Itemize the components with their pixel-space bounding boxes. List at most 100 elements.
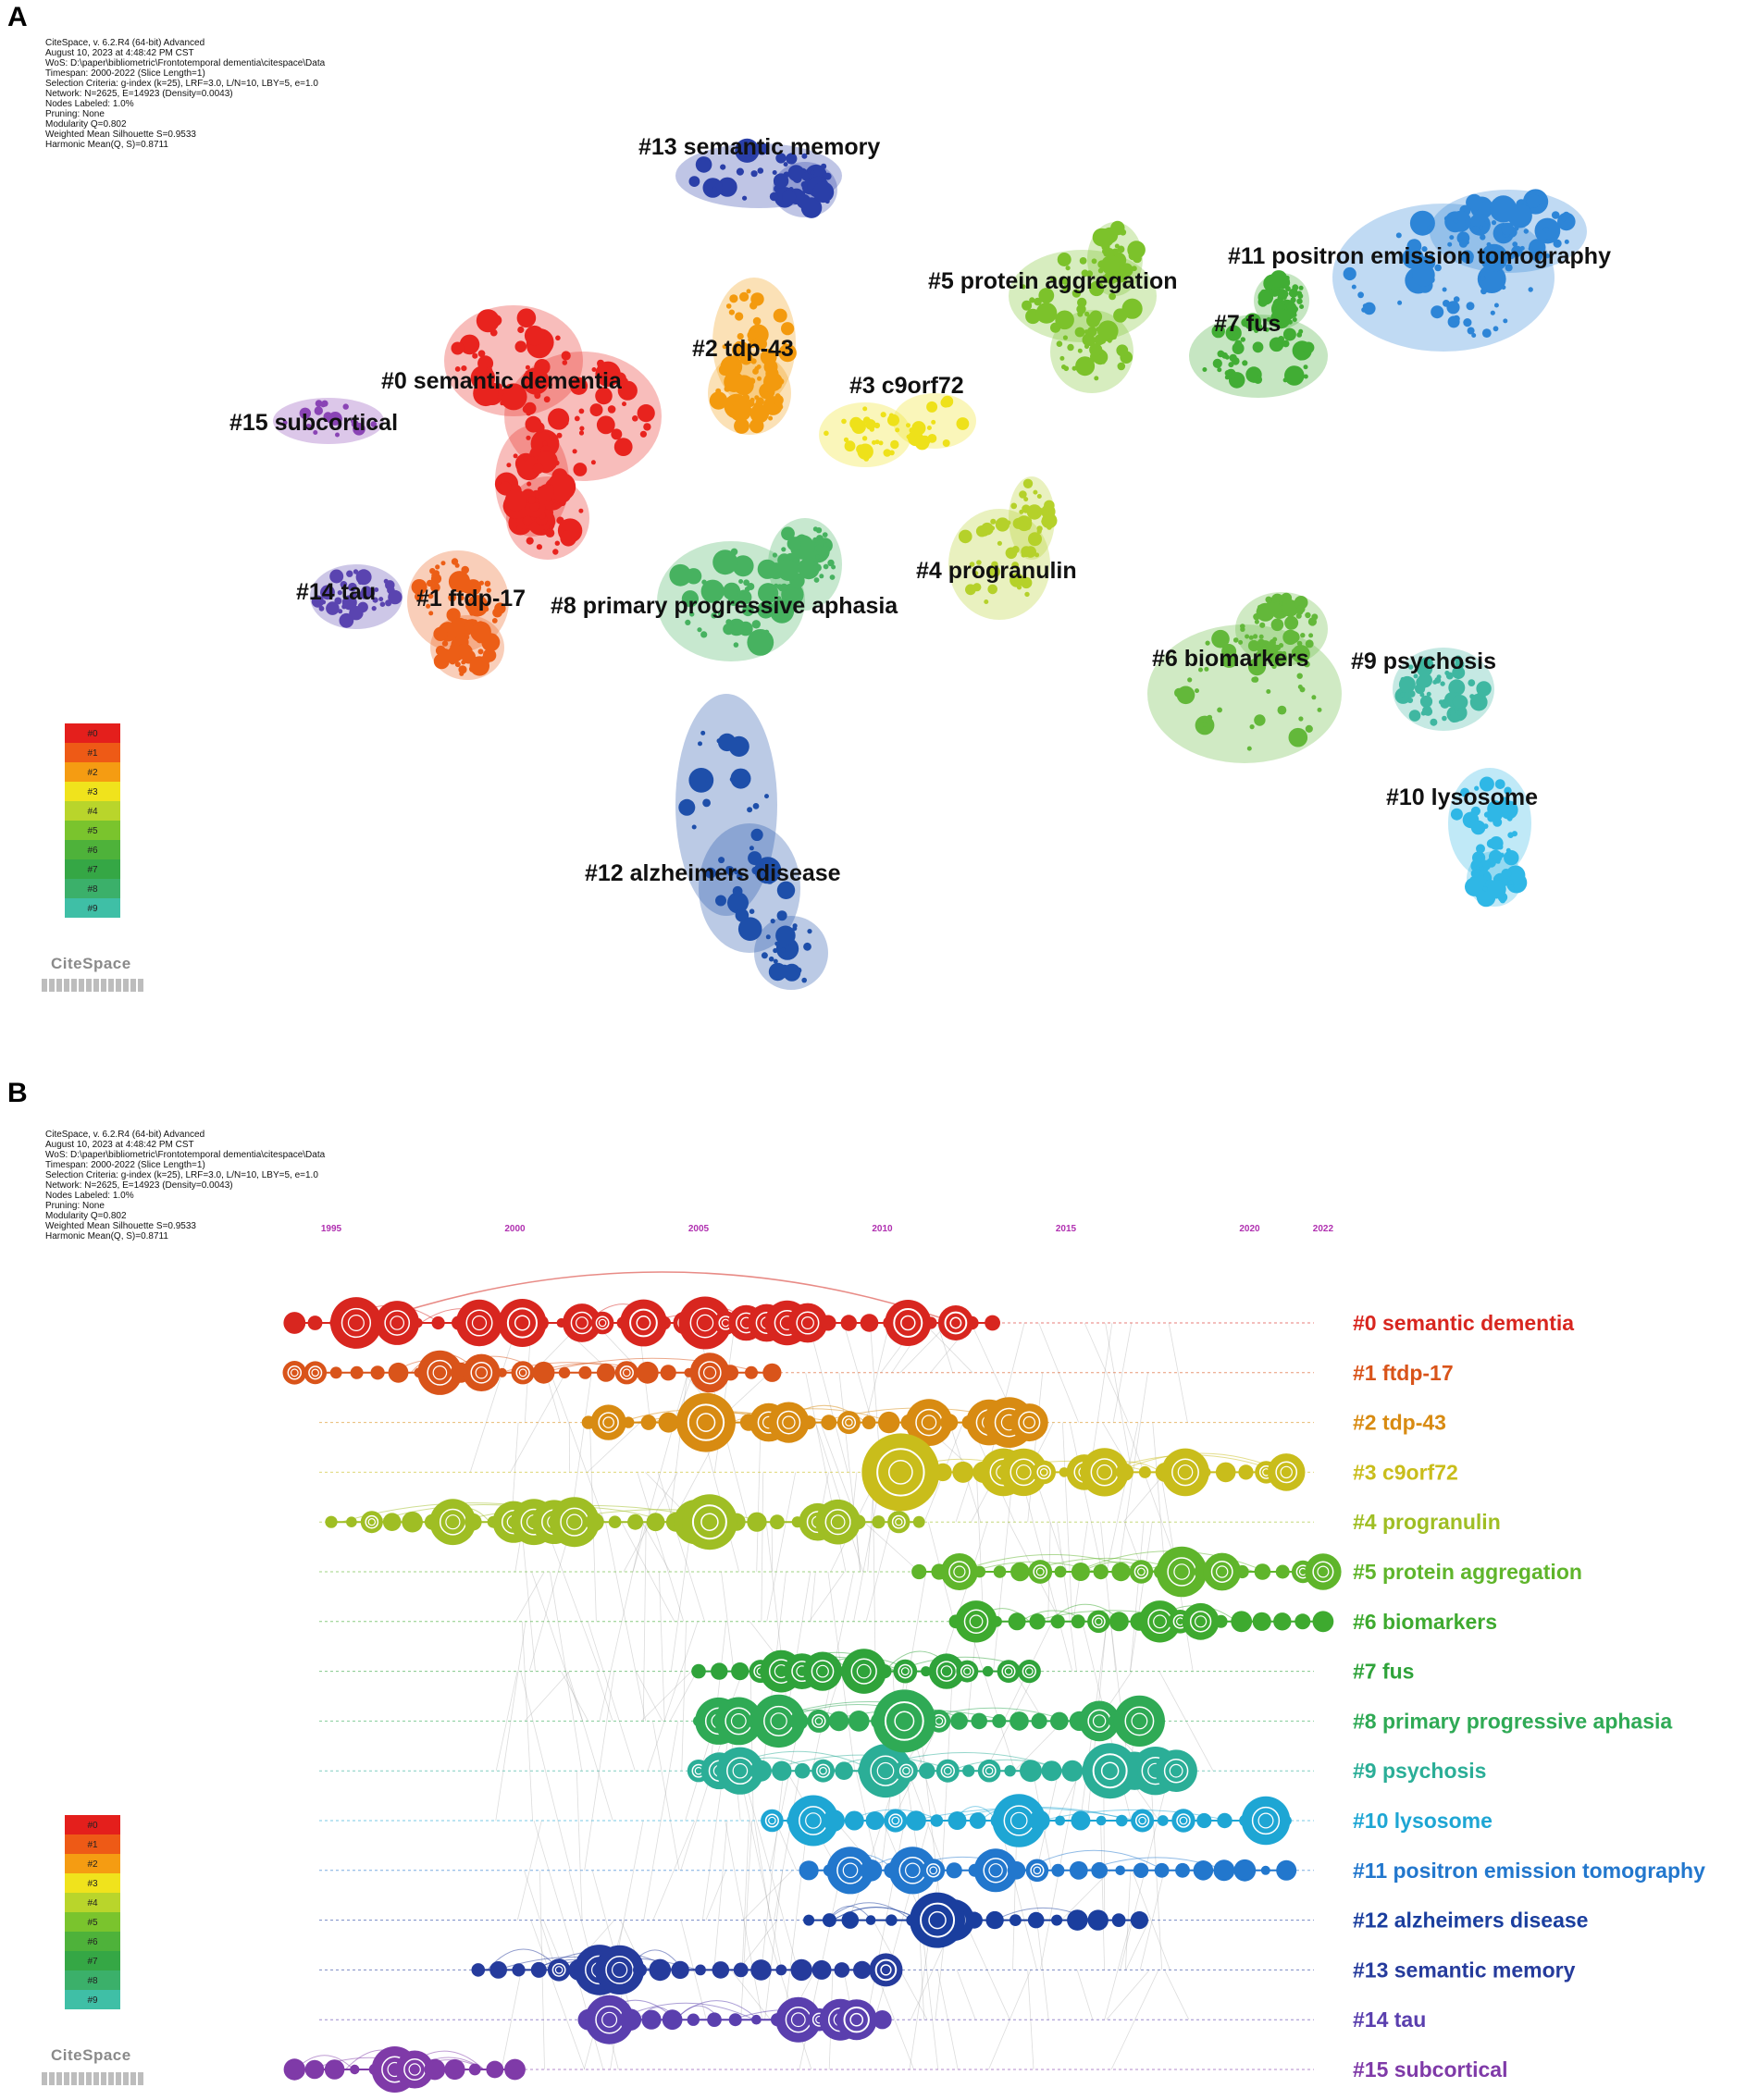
node-ring — [432, 1365, 448, 1380]
cluster-13-node — [688, 176, 700, 188]
timeline-node — [772, 1760, 792, 1781]
node-ring — [884, 1701, 924, 1741]
cluster-12-node — [776, 881, 796, 899]
cluster-3-node — [888, 413, 894, 418]
cluster-8-node — [685, 619, 691, 626]
cluster-11-node — [1427, 225, 1432, 230]
timeline-row-9 — [319, 1744, 1314, 1798]
cluster-6-node — [1274, 644, 1282, 651]
panel_a-meta-line: August 10, 2023 at 4:48:42 PM CST — [45, 48, 194, 58]
cluster-11-node — [1429, 253, 1433, 259]
cluster-2-node — [757, 376, 762, 381]
timeline-node — [1051, 1863, 1065, 1877]
timeline-node — [722, 1365, 739, 1381]
cluster-11-node — [1551, 211, 1560, 219]
node-ring — [929, 1866, 938, 1875]
timeline-label-5: #5 protein aggregation — [1353, 1560, 1582, 1584]
cluster-14-node — [353, 569, 359, 574]
cluster-14-node — [337, 590, 342, 596]
node-ring — [963, 1667, 972, 1675]
cluster-5-node — [1107, 338, 1112, 343]
timeline-node — [962, 1764, 975, 1777]
cluster-1-node — [461, 660, 466, 665]
timeline-node — [388, 1362, 409, 1383]
cluster-9-node — [1408, 664, 1414, 670]
cluster-5-node — [1038, 288, 1055, 303]
cluster-8-node — [739, 593, 745, 599]
cluster-8-node — [733, 642, 739, 648]
cluster-6-node — [1259, 622, 1266, 628]
timeline-node — [402, 1511, 423, 1533]
cluster-1-node — [440, 561, 446, 566]
cluster-0-node — [523, 456, 528, 462]
timeline-node — [463, 1353, 501, 1391]
cluster-0-node — [556, 432, 563, 439]
cluster-8-node — [824, 542, 829, 548]
cluster-3-node — [862, 406, 868, 412]
cluster-1-node — [461, 666, 466, 672]
cluster-12-node — [807, 929, 812, 934]
node-ring — [1024, 1667, 1034, 1675]
cluster-7-node — [1242, 360, 1248, 366]
cluster-1-node — [477, 649, 484, 655]
cluster-label-7: #7 fus — [1214, 311, 1281, 337]
cluster-11-node — [1557, 212, 1576, 231]
cluster-5-node — [1100, 359, 1106, 364]
timeline-node — [860, 1859, 883, 1882]
cluster-4-node — [997, 540, 1002, 546]
cluster-3-node — [880, 412, 886, 418]
cluster-13-node — [782, 190, 797, 204]
cluster-11-node — [1343, 266, 1356, 281]
timeline-label-3: #3 c9orf72 — [1353, 1460, 1458, 1484]
cluster-11-node — [1508, 253, 1516, 260]
timeline-view: 1995 2000 2005 2010 2015 2020 2022 #0 semantic … — [65, 1224, 1705, 2093]
cluster-0-node — [637, 404, 655, 423]
cluster-12-node — [730, 768, 751, 789]
node-ring — [1134, 1813, 1150, 1828]
cluster-12-node — [761, 952, 768, 959]
panel_b-meta-line: Pruning: None — [45, 1201, 105, 1211]
timeline-node — [955, 1600, 997, 1643]
cluster-1-node — [472, 624, 478, 631]
timeline-node — [835, 1761, 853, 1780]
node-ring — [1039, 1468, 1048, 1476]
cluster-0-node — [579, 426, 585, 431]
cluster-0-node — [597, 363, 603, 369]
cluster-0-node — [549, 411, 569, 430]
cluster-13-node — [810, 170, 815, 175]
cluster-1-node — [481, 654, 491, 664]
cluster-11-node — [1460, 250, 1474, 264]
cluster-2-node — [756, 364, 762, 369]
node-ring — [611, 1961, 628, 1979]
node-ring — [796, 1311, 820, 1335]
panel_b-meta-line: Harmonic Mean(Q, S)=0.8711 — [45, 1231, 168, 1241]
cluster-12-group — [675, 694, 828, 990]
node-ring — [1033, 1866, 1042, 1875]
legend-label: #9 — [87, 904, 98, 914]
cluster-8-node — [669, 563, 692, 587]
cluster-13-node — [821, 163, 827, 169]
timeline-node — [695, 1964, 706, 1976]
cluster-0-node — [514, 340, 527, 353]
timeline-node — [935, 1759, 960, 1783]
timeline-node — [775, 1996, 822, 2043]
timeline-node — [840, 1315, 857, 1331]
panel-b-letter: B — [7, 1078, 28, 1108]
cluster-9-node — [1426, 691, 1431, 697]
cluster-0-node — [578, 508, 584, 513]
cluster-6-node — [1308, 633, 1314, 638]
cluster-8-node — [787, 537, 801, 551]
cluster-14-node — [358, 580, 363, 585]
timeline-label-7: #7 fus — [1353, 1660, 1414, 1684]
cluster-6-node — [1270, 618, 1284, 632]
node-ring — [782, 1415, 796, 1429]
cluster-13-node — [773, 173, 789, 189]
cluster-8-node — [697, 627, 702, 633]
cluster-15-node — [315, 400, 323, 407]
timeline-node — [1305, 1553, 1342, 1590]
legend-swatch — [65, 1893, 120, 1912]
node-ring — [953, 1565, 966, 1578]
timeline-node-large — [869, 1953, 903, 1987]
node-ring — [776, 1410, 801, 1435]
cluster-9-node — [1425, 666, 1431, 672]
